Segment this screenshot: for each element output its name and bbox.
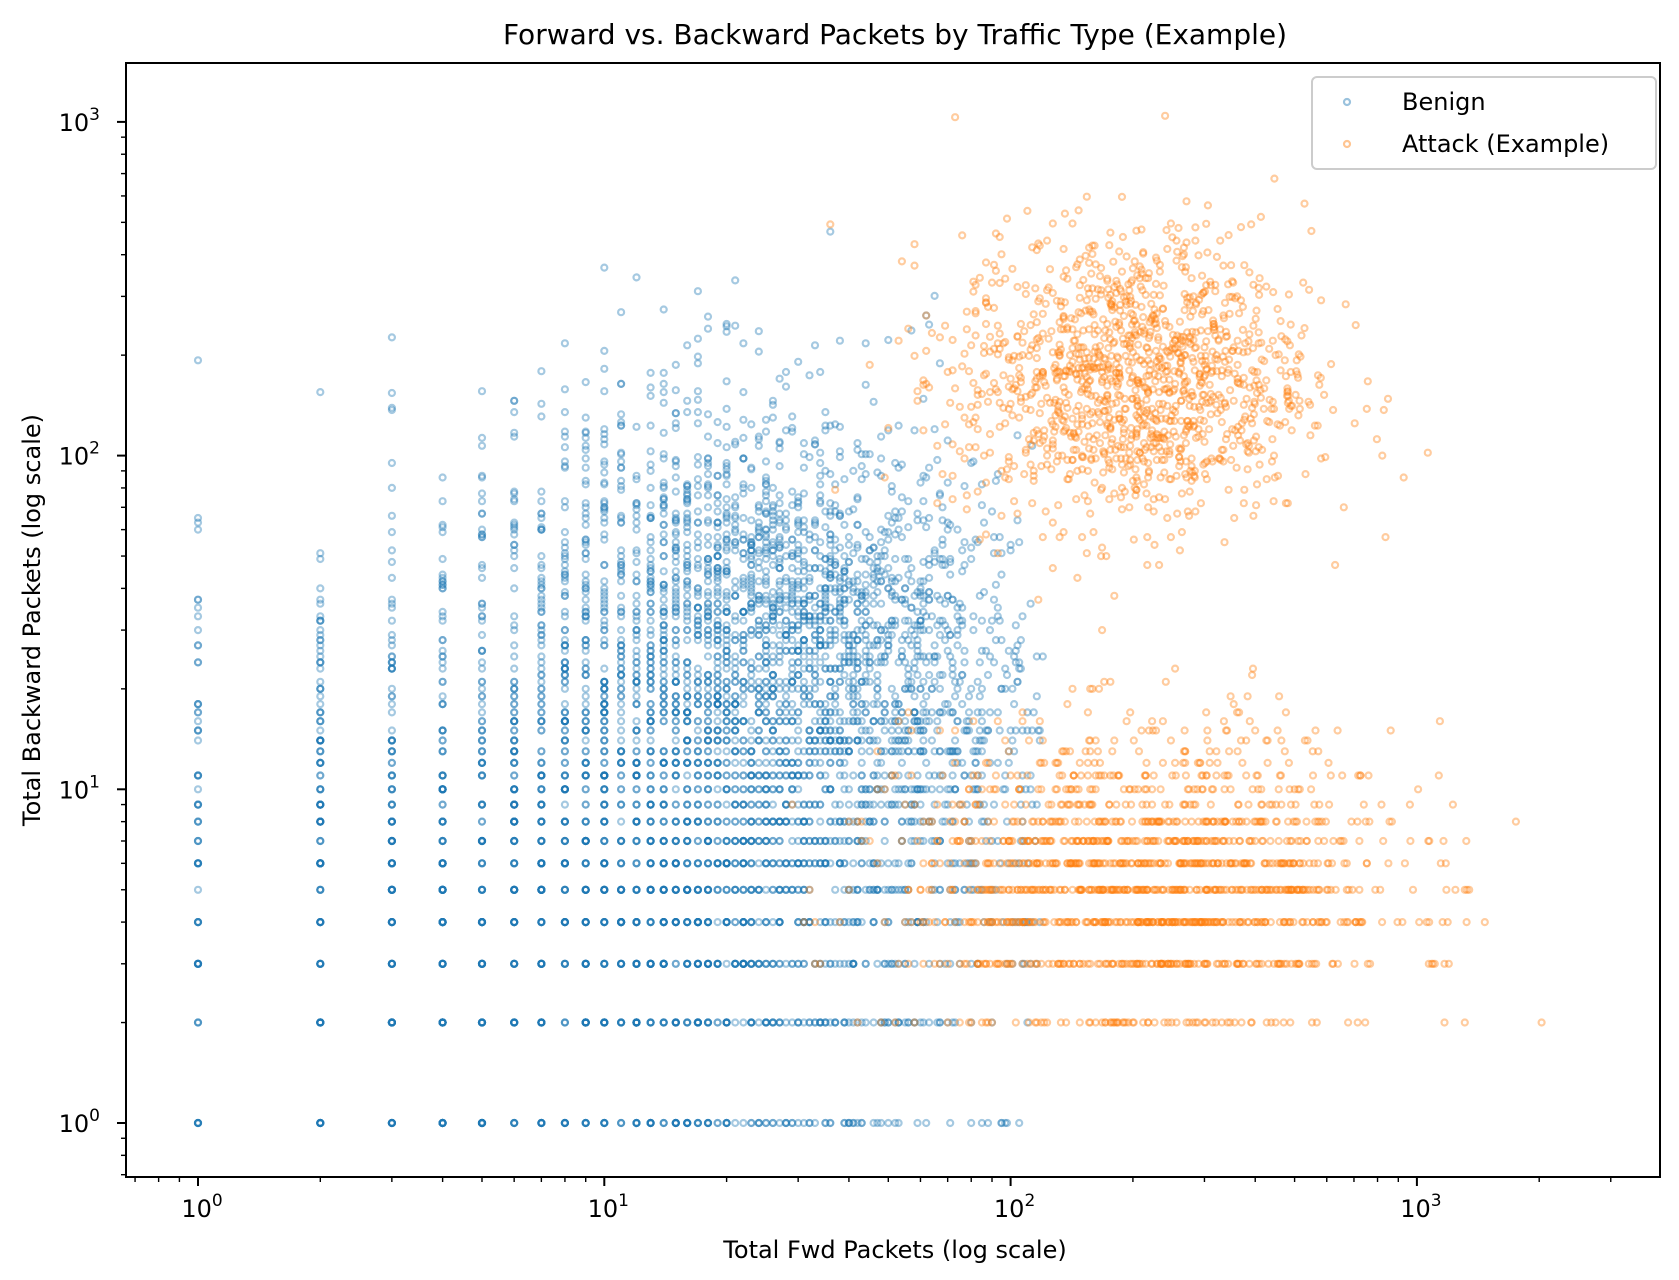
y-tick-label: 100: [59, 1106, 100, 1138]
x-tick-label: 102: [994, 1191, 1035, 1223]
legend-box: [1311, 76, 1657, 170]
x-tick-label: 101: [588, 1191, 629, 1223]
x-tick-label: 103: [1400, 1191, 1441, 1223]
attack-marker-icon: [1342, 139, 1352, 149]
axes-frame: [125, 62, 1661, 1178]
legend: Benign Attack (Example): [1311, 76, 1657, 170]
y-tick-label: 101: [59, 772, 100, 804]
y-tick-label: 103: [59, 105, 100, 137]
x-axis-ticks: 100 101 102 103: [134, 1177, 1612, 1223]
y-axis-ticks: 100 101 102 103: [59, 105, 126, 1176]
legend-label-benign: Benign: [1402, 88, 1486, 116]
data-points: [193, 111, 1546, 1128]
y-axis-label: Total Backward Packets (log scale): [18, 414, 46, 827]
x-tick-label: 100: [181, 1191, 222, 1223]
x-axis-label: Total Fwd Packets (log scale): [722, 1236, 1066, 1264]
legend-label-attack: Attack (Example): [1402, 130, 1609, 158]
y-tick-label: 102: [59, 439, 100, 471]
chart-title: Forward vs. Backward Packets by Traffic …: [503, 18, 1287, 51]
benign-marker-icon: [1342, 97, 1352, 107]
